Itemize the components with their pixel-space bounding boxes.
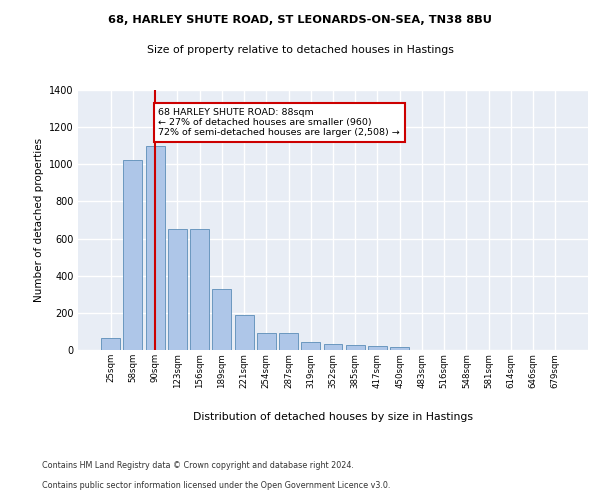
Text: Distribution of detached houses by size in Hastings: Distribution of detached houses by size …: [193, 412, 473, 422]
Bar: [390, 347, 409, 350]
Bar: [101, 338, 120, 350]
Bar: [212, 288, 231, 350]
Bar: [190, 229, 209, 350]
Text: Contains public sector information licensed under the Open Government Licence v3: Contains public sector information licen…: [42, 481, 391, 490]
Bar: [124, 160, 142, 350]
Bar: [323, 344, 343, 350]
Y-axis label: Number of detached properties: Number of detached properties: [34, 138, 44, 302]
Text: Size of property relative to detached houses in Hastings: Size of property relative to detached ho…: [146, 45, 454, 55]
Bar: [168, 229, 187, 350]
Bar: [346, 346, 365, 350]
Bar: [279, 334, 298, 350]
Bar: [235, 314, 254, 350]
Bar: [146, 146, 164, 350]
Bar: [301, 342, 320, 350]
Text: Contains HM Land Registry data © Crown copyright and database right 2024.: Contains HM Land Registry data © Crown c…: [42, 461, 354, 470]
Text: 68 HARLEY SHUTE ROAD: 88sqm
← 27% of detached houses are smaller (960)
72% of se: 68 HARLEY SHUTE ROAD: 88sqm ← 27% of det…: [158, 108, 400, 138]
Bar: [257, 334, 276, 350]
Bar: [368, 346, 387, 350]
Text: 68, HARLEY SHUTE ROAD, ST LEONARDS-ON-SEA, TN38 8BU: 68, HARLEY SHUTE ROAD, ST LEONARDS-ON-SE…: [108, 15, 492, 25]
